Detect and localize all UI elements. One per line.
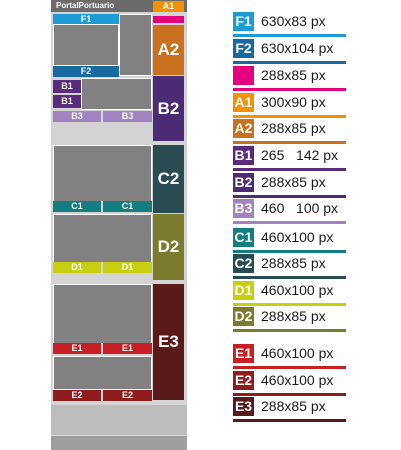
slot-c2: C2 xyxy=(153,145,184,213)
legend-size: 460x100 px xyxy=(261,372,334,388)
legend-size: 288x85 px xyxy=(261,67,326,83)
legend-size: 300x90 px xyxy=(261,94,326,110)
legend-size: 288x85 px xyxy=(261,308,326,324)
legend-size: 265 142 px xyxy=(261,147,339,163)
footer-bar xyxy=(51,436,187,450)
legend-chip xyxy=(233,66,254,85)
legend-chip: C1 xyxy=(233,228,254,247)
legend-size: 288x85 px xyxy=(261,120,326,136)
legend-chip: B1 xyxy=(233,146,254,165)
slot-e3: E3 xyxy=(153,284,184,400)
slot-e1-left: E1 xyxy=(53,343,101,354)
slot-d1-right: D1 xyxy=(103,262,152,273)
legend-chip: F1 xyxy=(233,12,254,31)
slot-a1: A1 xyxy=(153,1,184,12)
legend-chip: E3 xyxy=(233,397,254,416)
legend-underline xyxy=(233,276,346,279)
legend-underline xyxy=(233,303,346,306)
legend-chip: A2 xyxy=(233,119,254,138)
slot-b1: B1 xyxy=(53,80,81,93)
legend-underline xyxy=(233,393,346,396)
slot-d2: D2 xyxy=(153,214,184,280)
legend-chip: B2 xyxy=(233,173,254,192)
content-block xyxy=(81,78,152,110)
legend-underline xyxy=(233,34,346,37)
legend-chip: E2 xyxy=(233,371,254,390)
legend-underline xyxy=(233,88,346,91)
legend-size: 288x85 px xyxy=(261,255,326,271)
legend-underline xyxy=(233,250,346,253)
legend-chip: D1 xyxy=(233,281,254,300)
legend-size: 460x100 px xyxy=(261,282,334,298)
slot-pink xyxy=(153,16,184,23)
legend-size: 630x104 px xyxy=(261,40,334,56)
legend-chip: D2 xyxy=(233,307,254,326)
legend-underline xyxy=(233,115,346,118)
legend-chip: F2 xyxy=(233,39,254,58)
content-block xyxy=(53,214,152,263)
legend-size: 630x83 px xyxy=(261,13,326,29)
site-name: PortalPortuario xyxy=(56,1,115,10)
slot-b2: B2 xyxy=(153,76,184,141)
slot-a2: A2 xyxy=(153,25,184,75)
legend-underline xyxy=(233,329,346,332)
legend-chip: E1 xyxy=(233,344,254,363)
legend-size: 460 100 px xyxy=(261,200,339,216)
legend-size: 460x100 px xyxy=(261,345,334,361)
slot-c1-left: C1 xyxy=(53,201,101,212)
legend-underline xyxy=(233,195,346,198)
content-block xyxy=(53,24,119,66)
slot-c1-right: C1 xyxy=(103,201,152,212)
legend-size: 288x85 px xyxy=(261,174,326,190)
legend-underline xyxy=(233,168,346,171)
slot-e2-right: E2 xyxy=(103,390,152,401)
legend-chip: A1 xyxy=(233,93,254,112)
legend-underline xyxy=(233,221,346,224)
slot-b1-2: B1 xyxy=(53,95,81,108)
content-block xyxy=(53,356,152,390)
slot-b3-left: B3 xyxy=(53,111,101,122)
slot-e1-right: E1 xyxy=(103,343,152,354)
slot-d1-left: D1 xyxy=(53,262,101,273)
slot-f2: F2 xyxy=(53,66,119,77)
legend-underline xyxy=(233,141,346,144)
legend-underline xyxy=(233,419,346,422)
content-block xyxy=(53,145,152,202)
content-block xyxy=(53,284,152,344)
legend-size: 288x85 px xyxy=(261,398,326,414)
legend-underline xyxy=(233,366,346,369)
slot-f1: F1 xyxy=(53,14,119,25)
legend-size: 460x100 px xyxy=(261,229,334,245)
legend-chip: B3 xyxy=(233,199,254,218)
slot-b3-right: B3 xyxy=(103,111,152,122)
slot-e2-left: E2 xyxy=(53,390,101,401)
legend-chip: C2 xyxy=(233,254,254,273)
footer-block xyxy=(51,405,187,435)
content-block xyxy=(119,14,152,76)
legend-underline xyxy=(233,61,346,64)
